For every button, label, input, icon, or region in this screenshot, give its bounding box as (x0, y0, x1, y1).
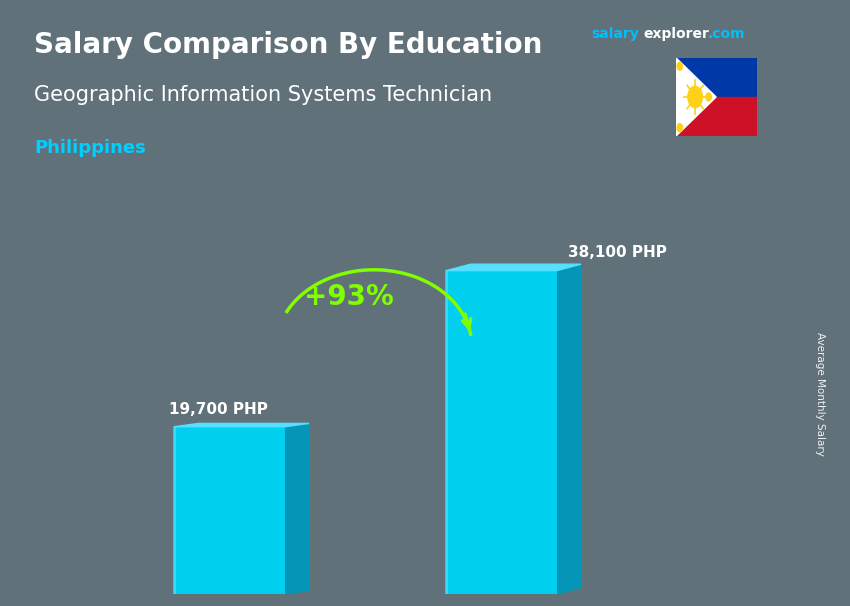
Polygon shape (174, 424, 309, 427)
Text: +93%: +93% (303, 282, 394, 310)
Polygon shape (676, 58, 716, 136)
Polygon shape (557, 264, 581, 594)
Text: salary: salary (591, 27, 638, 41)
Circle shape (706, 93, 711, 101)
Polygon shape (446, 264, 581, 271)
Text: 19,700 PHP: 19,700 PHP (169, 402, 268, 416)
Text: Salary Comparison By Education: Salary Comparison By Education (34, 30, 542, 59)
Text: .com: .com (707, 27, 745, 41)
Text: 38,100 PHP: 38,100 PHP (568, 245, 666, 261)
Text: Average Monthly Salary: Average Monthly Salary (815, 332, 825, 456)
Text: Philippines: Philippines (34, 139, 145, 157)
Bar (676, 97, 756, 136)
Circle shape (677, 62, 683, 70)
Bar (174, 427, 285, 594)
Circle shape (677, 124, 683, 132)
Text: explorer: explorer (643, 27, 709, 41)
Text: Geographic Information Systems Technician: Geographic Information Systems Technicia… (34, 85, 492, 105)
Bar (446, 271, 557, 594)
Polygon shape (285, 424, 309, 594)
Circle shape (688, 86, 702, 108)
Bar (676, 58, 756, 97)
